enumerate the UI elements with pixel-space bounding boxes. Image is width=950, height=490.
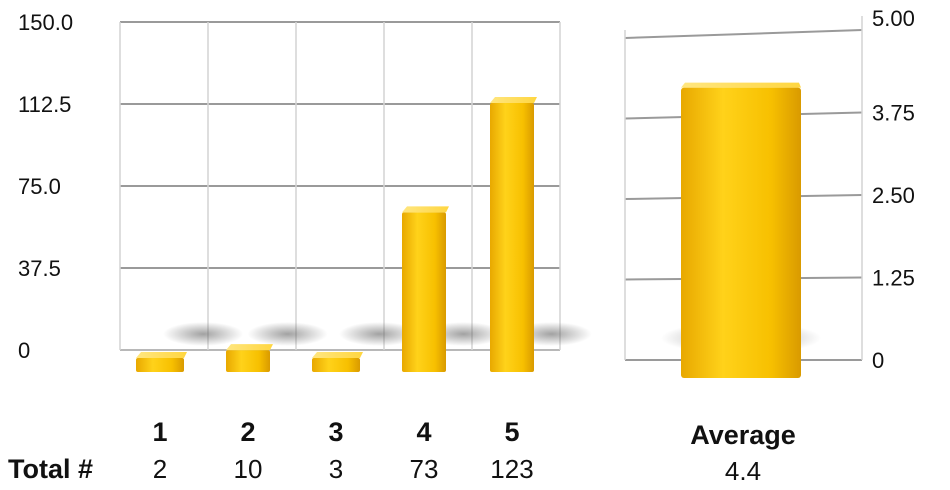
count-totals-row: 2 10 3 73 123 bbox=[153, 454, 534, 484]
bar-top bbox=[490, 97, 537, 104]
average-chart: 0 1.25 2.50 3.75 5.00 Average 4.4 bbox=[624, 6, 915, 486]
average-y-tick-label: 1.25 bbox=[872, 266, 915, 291]
bar-shadow bbox=[339, 322, 420, 346]
count-total-value: 2 bbox=[153, 454, 167, 484]
count-x-label: 1 bbox=[152, 417, 167, 447]
average-y-axis: 0 1.25 2.50 3.75 5.00 bbox=[872, 6, 915, 373]
count-bars bbox=[136, 97, 592, 372]
bar-body bbox=[136, 358, 184, 372]
total-row-label: Total # bbox=[8, 454, 93, 484]
average-y-tick-label: 3.75 bbox=[872, 101, 915, 126]
count-y-tick-label: 150.0 bbox=[18, 10, 73, 35]
average-y-tick-label: 2.50 bbox=[872, 183, 915, 208]
bar-body bbox=[490, 103, 534, 372]
count-bar bbox=[226, 322, 328, 372]
count-bar bbox=[136, 322, 244, 372]
bar-top bbox=[312, 352, 363, 358]
bar-body bbox=[226, 350, 270, 372]
count-y-tick-label: 37.5 bbox=[18, 256, 61, 281]
average-gridline bbox=[624, 29, 863, 39]
bar-shadow bbox=[163, 322, 244, 346]
average-value-row: 4.4 bbox=[725, 456, 761, 486]
count-bar bbox=[312, 322, 420, 372]
bar-top bbox=[136, 352, 187, 358]
count-grid bbox=[119, 21, 561, 351]
count-x-label: 5 bbox=[504, 417, 519, 447]
count-total-value: 3 bbox=[329, 454, 343, 484]
average-y-tick-label: 5.00 bbox=[872, 6, 915, 31]
count-total-value: 73 bbox=[410, 454, 439, 484]
average-bar bbox=[661, 82, 821, 378]
count-bar bbox=[490, 97, 592, 372]
count-y-tick-label: 112.5 bbox=[18, 92, 71, 117]
count-total-value: 10 bbox=[234, 454, 263, 484]
count-total-value: 123 bbox=[490, 454, 533, 484]
count-bar bbox=[402, 206, 504, 372]
count-y-axis: 0 37.5 75.0 112.5 150.0 bbox=[18, 10, 73, 363]
count-x-label: 4 bbox=[416, 417, 431, 447]
bar-top bbox=[226, 344, 273, 351]
average-x-label: Average bbox=[690, 420, 796, 450]
bar-body bbox=[402, 212, 446, 372]
bar-top bbox=[681, 82, 801, 88]
bar-top bbox=[402, 206, 449, 213]
count-x-label: 3 bbox=[328, 417, 343, 447]
bar-body bbox=[681, 87, 801, 378]
count-x-axis: 1 2 3 4 5 bbox=[152, 417, 519, 447]
count-y-tick-label: 75.0 bbox=[18, 174, 61, 199]
average-value: 4.4 bbox=[725, 456, 761, 486]
bar-body bbox=[312, 358, 360, 372]
count-x-label: 2 bbox=[240, 417, 255, 447]
bar-shadow bbox=[247, 322, 328, 346]
count-y-tick-label: 0 bbox=[18, 338, 30, 363]
average-x-axis: Average bbox=[690, 420, 796, 450]
average-y-tick-label: 0 bbox=[872, 348, 884, 373]
average-bars bbox=[661, 82, 821, 378]
